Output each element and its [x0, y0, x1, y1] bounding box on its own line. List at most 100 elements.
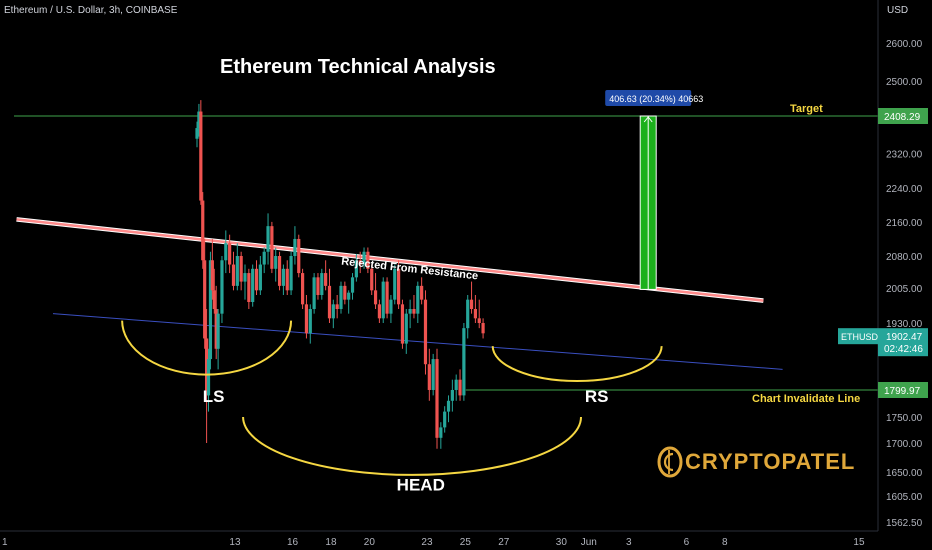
- candle-body: [228, 243, 232, 265]
- candle-body: [243, 273, 247, 282]
- candle-body: [477, 318, 481, 323]
- candle-body: [416, 285, 420, 314]
- candle-body: [247, 273, 251, 302]
- price-tick-label: 1650.00: [886, 468, 923, 479]
- candle-body: [443, 411, 447, 428]
- candle-body: [400, 304, 405, 344]
- candle-body: [404, 313, 408, 344]
- time-tick-label: 27: [498, 537, 510, 548]
- current-price-box: [878, 328, 928, 357]
- candle-body: [214, 309, 218, 349]
- candle-body: [206, 359, 211, 396]
- candle-body: [301, 273, 305, 305]
- candle-body: [224, 243, 228, 261]
- price-tick-label: 1605.00: [886, 492, 923, 503]
- candle-body: [350, 277, 355, 293]
- candle-body: [205, 338, 209, 396]
- price-tick-label: 2080.00: [886, 252, 923, 263]
- time-tick-label: 8: [722, 537, 728, 548]
- candle-body: [258, 264, 262, 291]
- time-tick-label: 23: [421, 537, 433, 548]
- brand-logo: CRYPTOPATEL: [657, 446, 855, 478]
- symbol-badge-label: ETHUSD: [841, 332, 879, 342]
- time-tick-label: 30: [556, 537, 568, 548]
- candle-body: [362, 251, 366, 265]
- measure-label: 406.63 (20.34%) 40663: [609, 94, 703, 104]
- candle-body: [197, 111, 201, 129]
- candle-body: [254, 268, 259, 291]
- candle-body: [339, 285, 343, 309]
- candle-body: [439, 427, 443, 438]
- candle-body: [431, 359, 435, 390]
- candle-body: [270, 226, 274, 269]
- time-tick-label: 1: [2, 537, 8, 548]
- candle-body: [454, 379, 458, 390]
- time-tick-label: 25: [460, 537, 472, 548]
- time-tick-label: 13: [229, 537, 241, 548]
- candle-body: [201, 200, 205, 261]
- candle-body: [285, 268, 289, 291]
- time-tick-label: 20: [364, 537, 376, 548]
- price-tick-label: 2600.00: [886, 39, 923, 50]
- invalidate-price-label: 1799.97: [884, 386, 921, 397]
- candle-body: [435, 359, 439, 438]
- price-tick-label: 1700.00: [886, 439, 923, 450]
- candle-body: [469, 299, 474, 309]
- countdown-label: 02:42:46: [884, 344, 923, 355]
- candle-body: [203, 260, 207, 339]
- candle-body: [327, 285, 332, 319]
- candle-body: [195, 128, 199, 139]
- measure-label-box: [605, 90, 692, 106]
- measure-arrow-head: [643, 116, 653, 123]
- candle-body: [239, 256, 243, 282]
- resistance-line: [16, 218, 764, 302]
- candle-body: [412, 309, 416, 314]
- time-tick-label: 16: [287, 537, 299, 548]
- ls-label: LS: [203, 387, 225, 406]
- bitcoin-coin-icon: [657, 446, 683, 478]
- candle-body: [373, 290, 378, 305]
- symbol-badge: [838, 328, 878, 345]
- time-tick-label: 3: [626, 537, 632, 548]
- candle-body: [347, 292, 351, 300]
- chart-title: Ethereum Technical Analysis: [220, 56, 496, 78]
- candle-body: [199, 111, 203, 201]
- candle-body: [304, 304, 309, 334]
- price-tick-label: 2240.00: [886, 184, 923, 195]
- target-price-box: [878, 108, 928, 124]
- candle-body: [458, 379, 462, 396]
- price-tick-label: 2160.00: [886, 218, 923, 229]
- symbol-title: Ethereum / U.S. Dollar, 3h, COINBASE: [4, 5, 178, 16]
- candle-body: [389, 299, 393, 314]
- candle-body: [446, 400, 451, 412]
- candle-body: [316, 277, 320, 295]
- ls-arc: [121, 320, 293, 376]
- candle-body: [397, 268, 401, 305]
- time-tick-label: 6: [684, 537, 690, 548]
- price-tick-label: 2500.00: [886, 77, 923, 88]
- candle-body: [266, 226, 270, 252]
- candle-body: [220, 260, 224, 314]
- invalidate-label: Chart Invalidate Line: [752, 393, 860, 405]
- candle-body: [427, 364, 431, 390]
- candle-body: [450, 389, 454, 401]
- rs-label: RS: [585, 387, 609, 406]
- price-tick-label: 1750.00: [886, 413, 923, 424]
- candle-body: [366, 251, 370, 269]
- candle-body: [235, 256, 239, 286]
- invalidate-price-box: [878, 382, 928, 398]
- candle-body: [277, 256, 282, 286]
- candle-body: [289, 256, 293, 291]
- candle-body: [335, 304, 339, 309]
- price-tick-label: 2005.00: [886, 284, 923, 295]
- candle-body: [473, 309, 477, 319]
- candle-body: [281, 268, 285, 286]
- currency-label: USD: [887, 5, 909, 16]
- support-line: [52, 313, 783, 370]
- candle-body: [385, 281, 389, 314]
- candle-body: [251, 268, 255, 302]
- brand-name: CRYPTOPATEL: [685, 449, 856, 474]
- candle-body: [381, 281, 385, 319]
- candle-body: [308, 309, 312, 334]
